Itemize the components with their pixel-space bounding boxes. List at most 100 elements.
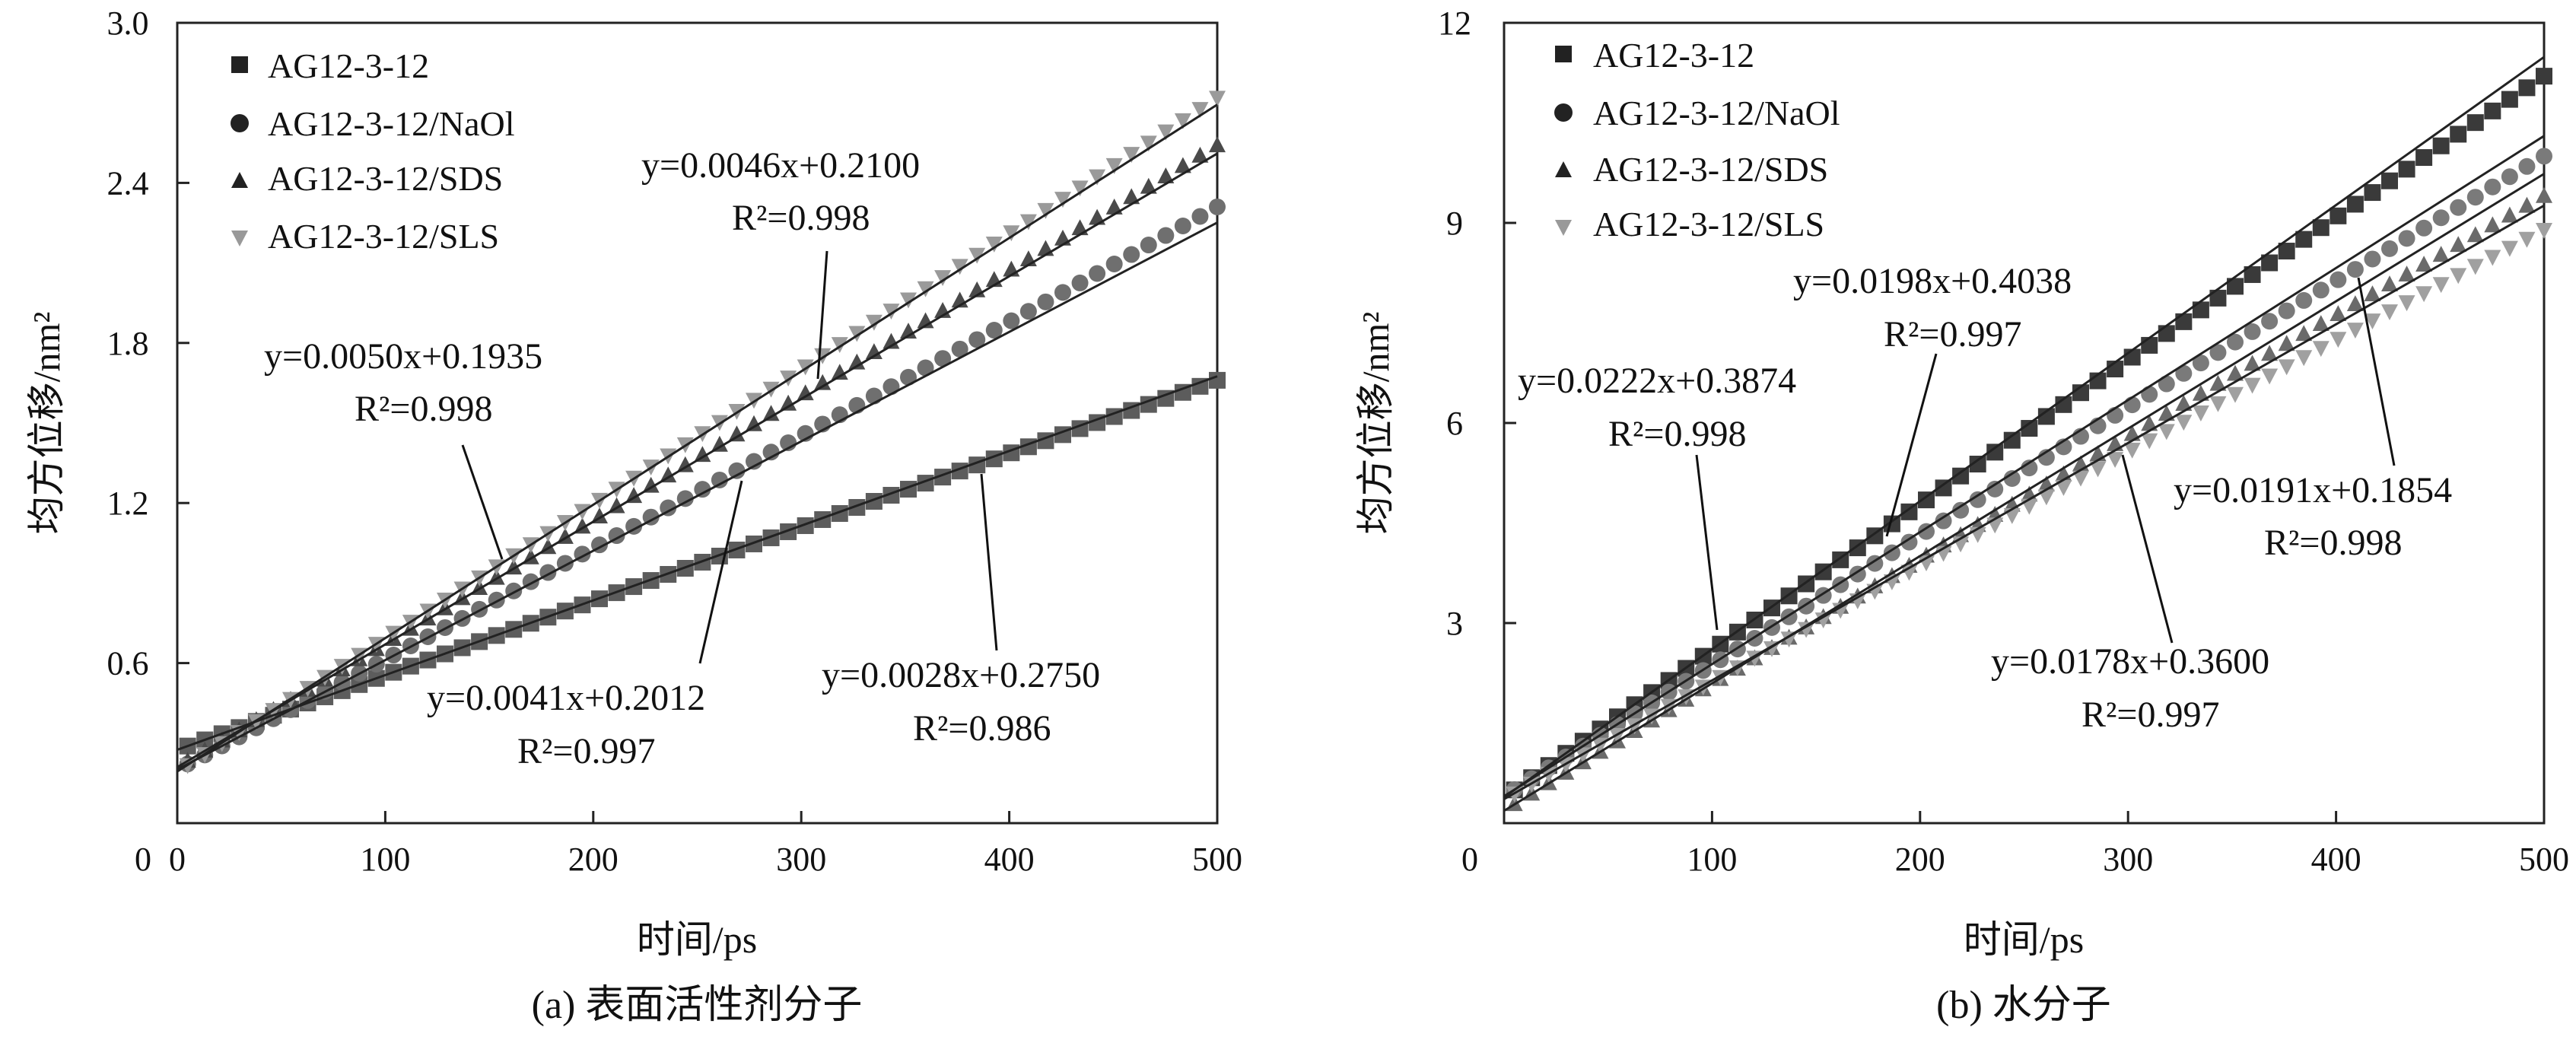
origin-label: 0 [135, 841, 151, 878]
y-tick-label: 1.8 [107, 325, 149, 362]
x-tick-label: 400 [984, 841, 1035, 878]
x-tick-label: 500 [2519, 841, 2569, 878]
data-point [660, 499, 677, 517]
data-point [2415, 286, 2433, 303]
panel-b-marks [1503, 56, 2552, 812]
data-point [2227, 364, 2244, 381]
data-point [2484, 178, 2501, 196]
x-axis-title: 时间/ps [1964, 918, 2084, 961]
data-point [2364, 250, 2381, 268]
data-point [2021, 420, 2038, 437]
data-point [934, 270, 952, 286]
data-point [2518, 79, 2536, 97]
data-point [1140, 177, 1157, 194]
data-point [2003, 469, 2021, 487]
fit-line [1503, 135, 2545, 797]
data-point [2330, 305, 2347, 322]
data-point [1969, 456, 1986, 473]
fit-line [177, 375, 1218, 751]
data-point [471, 600, 488, 618]
data-point [780, 523, 797, 540]
data-point [2312, 315, 2330, 332]
annotation-leader-line [2357, 277, 2396, 466]
data-point [917, 359, 934, 377]
data-point [1003, 312, 1020, 329]
fit-line [1503, 56, 2545, 799]
x-tick-label: 500 [1192, 841, 1242, 878]
data-point [2450, 126, 2467, 143]
data-point [1037, 293, 1054, 310]
y-tick-label: 3.0 [107, 5, 149, 42]
data-point [2123, 442, 2141, 459]
data-point [1191, 208, 1209, 225]
data-point [1900, 503, 1918, 520]
data-point [1883, 515, 1900, 533]
data-point [2209, 289, 2227, 307]
fit-line [177, 152, 1218, 768]
data-point [985, 322, 1003, 339]
data-point [1986, 444, 2004, 461]
data-point [694, 446, 711, 463]
panel-b-chart: 100 200 300 400 500 3 6 9 12 0 时间/ps 均方位移/nm² (b)… [1354, 5, 2569, 1027]
data-point [488, 591, 505, 609]
annotation-leader-line [816, 250, 828, 380]
data-point [2209, 396, 2227, 412]
data-point [2312, 281, 2330, 299]
data-point [746, 415, 763, 431]
data-point [2466, 259, 2484, 275]
data-point [1123, 188, 1140, 205]
data-point [831, 364, 848, 380]
data-point [2175, 313, 2193, 330]
data-point [2364, 184, 2381, 202]
data-point [2346, 261, 2364, 278]
data-point [762, 405, 780, 421]
data-point [2398, 230, 2415, 247]
fit-r2: R²=0.998 [1608, 414, 1746, 454]
data-point [1105, 256, 1123, 273]
data-point [2158, 405, 2175, 421]
fit-r2: R²=0.997 [517, 731, 655, 771]
data-point [2398, 161, 2415, 178]
data-point [2089, 461, 2107, 478]
fit-r2: R²=0.986 [913, 708, 1051, 749]
data-point [2261, 368, 2279, 385]
y-tick-label: 12 [1438, 5, 1471, 42]
data-point [694, 481, 711, 498]
data-point [2346, 196, 2364, 213]
data-point [2364, 313, 2381, 330]
legend-label: AG12-3-12/NaOl [1593, 94, 1840, 132]
legend-marker-triangle-down [1555, 220, 1572, 236]
panel-a-chart: 0 100 200 300 400 500 0.6 1.2 1.8 2.4 3.0 0 时间/ps 均… [25, 5, 1242, 1027]
legend: AG12-3-12 AG12-3-12/NaOl AG12-3-12/SDS A… [231, 46, 515, 256]
fit-line [1503, 204, 2545, 800]
data-point [2450, 236, 2467, 253]
data-point [1209, 198, 1226, 215]
fit-r2: R²=0.997 [1884, 314, 2021, 355]
x-tick-label: 200 [568, 841, 619, 878]
annotation-leader-line [1695, 454, 1719, 631]
data-point [2432, 137, 2450, 154]
data-point [883, 304, 900, 320]
data-point [883, 378, 900, 396]
data-point [1140, 135, 1157, 152]
data-point [2501, 168, 2518, 186]
data-point [1900, 533, 1918, 551]
data-point [848, 326, 866, 342]
legend-label: AG12-3-12/SLS [1593, 205, 1824, 243]
data-point [676, 490, 694, 507]
x-tick-label: 400 [2311, 841, 2361, 878]
data-point [2450, 199, 2467, 216]
annotation-leader-line [698, 480, 743, 664]
data-point [2107, 452, 2124, 469]
data-point [2158, 325, 2175, 342]
y-tick-label: 2.4 [107, 164, 149, 202]
data-point [2037, 489, 2055, 506]
data-point [2432, 246, 2450, 262]
legend-label: AG12-3-12 [1593, 36, 1754, 75]
data-point [642, 476, 660, 493]
data-point [2227, 333, 2244, 351]
data-point [746, 453, 763, 470]
data-point [1037, 202, 1054, 219]
data-point [2141, 386, 2158, 403]
y-tick-label: 1.2 [107, 485, 149, 522]
